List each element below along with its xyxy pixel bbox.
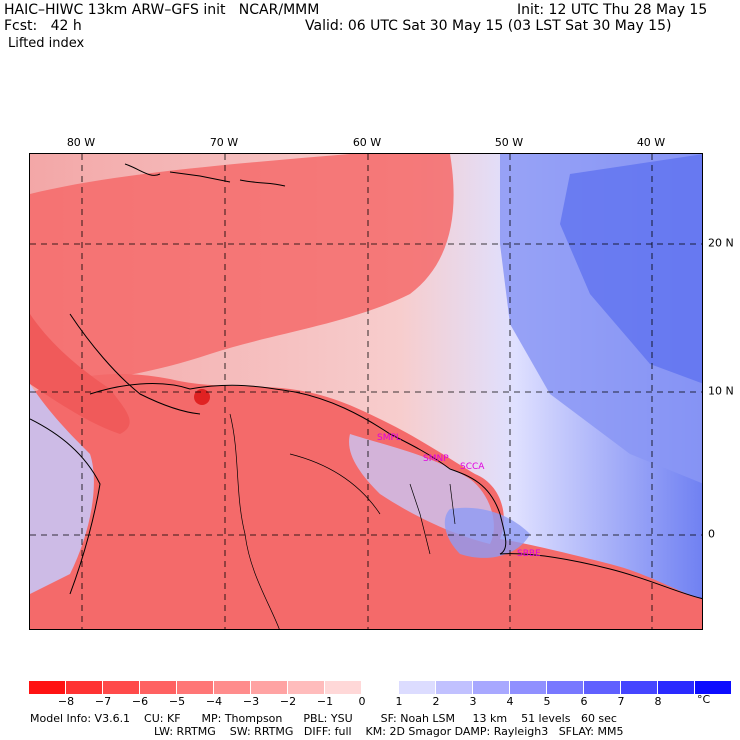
station-label: SBBE — [517, 549, 541, 559]
lon-label-50w: 50 W — [494, 136, 524, 149]
colorbar-tick-label: 2 — [432, 695, 440, 708]
lat-label-10n: 10 N — [708, 384, 734, 398]
colorbar-cell — [288, 681, 325, 694]
station-label: SMPL — [377, 433, 401, 443]
field-name: Lifted index — [8, 36, 85, 51]
very-stable-region — [560, 154, 702, 384]
station-label: SCCA — [460, 462, 485, 472]
colorbar-tick-label: 4 — [506, 695, 514, 708]
lon-label-40w: 40 W — [636, 136, 666, 149]
lon-label-60w: 60 W — [352, 136, 382, 149]
colorbar-tick-label: 0 — [358, 695, 366, 708]
colorbar-cell — [66, 681, 103, 694]
colorbar-cell — [399, 681, 436, 694]
amazon-delta-stable — [444, 507, 530, 558]
model-info-line1: Model Info: V3.6.1 CU: KF MP: Thompson P… — [30, 712, 617, 725]
forecast-hour: Fcst: 42 h — [4, 18, 82, 34]
colorbar-unit: °C — [697, 693, 711, 706]
colorbar — [29, 681, 732, 694]
init-time: Init: 12 UTC Thu 28 May 15 — [517, 2, 708, 18]
lat-label-20n: 20 N — [708, 236, 734, 250]
model-info-line2: LW: RRTMG SW: RRTMG DIFF: full KM: 2D Sm… — [154, 725, 624, 738]
colorbar-tick-label: −8 — [57, 695, 75, 708]
colorbar-cell — [103, 681, 140, 694]
lon-label-80w: 80 W — [66, 136, 96, 149]
borders — [229, 413, 456, 629]
pacific-stable — [30, 384, 94, 594]
colorbar-cell — [29, 681, 66, 694]
valid-time: Valid: 06 UTC Sat 30 May 15 (03 LST Sat … — [305, 18, 672, 34]
colorbar-cell — [325, 681, 362, 694]
colorbar-cell — [621, 681, 658, 694]
land-central-america — [30, 314, 130, 434]
colorbar-cell — [473, 681, 510, 694]
colorbar-cell — [584, 681, 621, 694]
map-title: HAIC–HIWC 13km ARW–GFS init NCAR/MMM — [4, 2, 320, 18]
lon-label-70w: 70 W — [209, 136, 239, 149]
colorbar-tick-label: −7 — [94, 695, 112, 708]
colorbar-cell — [214, 681, 251, 694]
colorbar-cell — [436, 681, 473, 694]
colorbar-cell — [510, 681, 547, 694]
colorbar-tick-label: −3 — [242, 695, 260, 708]
max-instability-spot — [194, 389, 210, 405]
lifted-index-map: SMPL SMNP SCCA SBBE — [29, 153, 703, 630]
colorbar-cell — [140, 681, 177, 694]
colorbar-cell — [362, 681, 399, 694]
colorbar-cell — [177, 681, 214, 694]
colorbar-tick-label: 6 — [580, 695, 588, 708]
colorbar-tick-label: −2 — [279, 695, 297, 708]
colorbar-cell — [547, 681, 584, 694]
map-canvas: SMPL SMNP SCCA SBBE — [30, 154, 702, 629]
graticule — [30, 154, 702, 629]
colorbar-tick-label: −1 — [316, 695, 334, 708]
colorbar-cell — [251, 681, 288, 694]
colorbar-tick-label: 1 — [395, 695, 403, 708]
colorbar-tick-label: 8 — [654, 695, 662, 708]
land-south-america — [30, 374, 702, 629]
colorbar-cell — [695, 681, 732, 694]
lat-label-0: 0 — [708, 527, 715, 541]
colorbar-tick-label: 7 — [617, 695, 625, 708]
colorbar-cell — [658, 681, 695, 694]
colorbar-tick-label: −4 — [205, 695, 223, 708]
colorbar-tick-label: 5 — [543, 695, 551, 708]
unstable-caribbean — [30, 154, 454, 384]
colorbar-tick-label: 3 — [469, 695, 477, 708]
colorbar-tick-label: −6 — [131, 695, 149, 708]
colorbar-tick-label: −5 — [168, 695, 186, 708]
coastlines — [30, 163, 702, 600]
station-label: SMNP — [423, 454, 449, 464]
